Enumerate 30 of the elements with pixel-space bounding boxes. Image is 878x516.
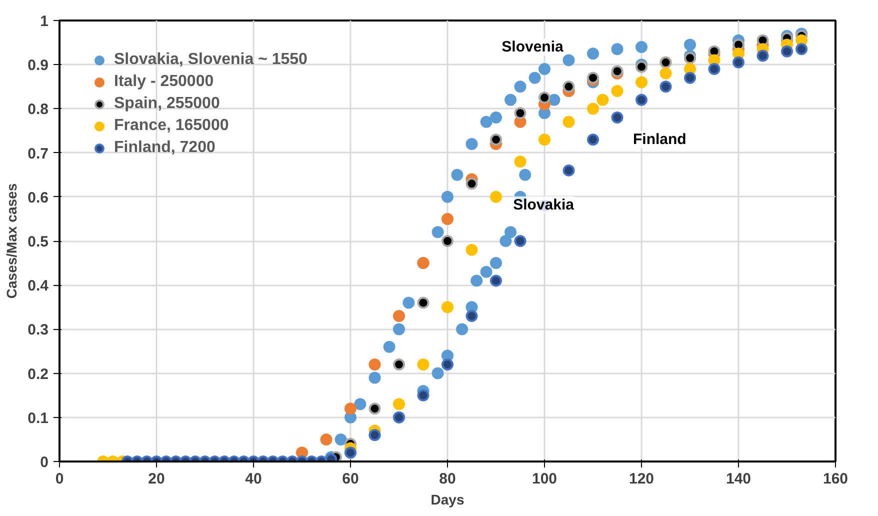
y-tick-label: 0.4 [28, 278, 50, 295]
x-tick-label: 20 [148, 470, 165, 488]
y-tick-label: 0.1 [28, 410, 49, 427]
y-tick-label: 0.7 [28, 145, 49, 162]
y-tick-label: 1 [40, 13, 48, 30]
y-tick-label: 0.5 [28, 234, 49, 250]
y-tick-label: 0.2 [28, 366, 49, 383]
annotation: Slovenia [502, 38, 564, 56]
y-tick-label: 0.3 [28, 322, 49, 339]
y-tick-label: 0.6 [28, 189, 49, 206]
x-tick-label: 100 [532, 470, 558, 488]
y-tick-label: 0 [40, 454, 48, 471]
legend-label: Spain, 255000 [114, 95, 220, 113]
x-tick-label: 80 [439, 470, 456, 488]
legend-label: Finland, 7200 [114, 139, 216, 157]
annotation: Finland [633, 131, 686, 148]
x-tick-label: 60 [342, 470, 359, 488]
y-axis-title: Cases/Max cases [4, 183, 20, 299]
y-tick-label: 0.8 [28, 101, 49, 118]
legend-label: Slovakia, Slovenia ~ 1550 [114, 51, 308, 69]
x-tick-label: 0 [55, 470, 64, 488]
x-tick-label: 160 [822, 470, 848, 488]
x-axis-title: Days [430, 492, 464, 508]
x-tick-label: 120 [628, 470, 654, 488]
legend-label: Italy - 250000 [114, 73, 214, 91]
x-tick-label: 140 [726, 470, 752, 488]
x-tick-label: 40 [245, 470, 262, 488]
annotation: Slovakia [513, 196, 575, 214]
y-tick-label: 0.9 [28, 57, 49, 74]
legend-label: France, 165000 [114, 117, 229, 135]
